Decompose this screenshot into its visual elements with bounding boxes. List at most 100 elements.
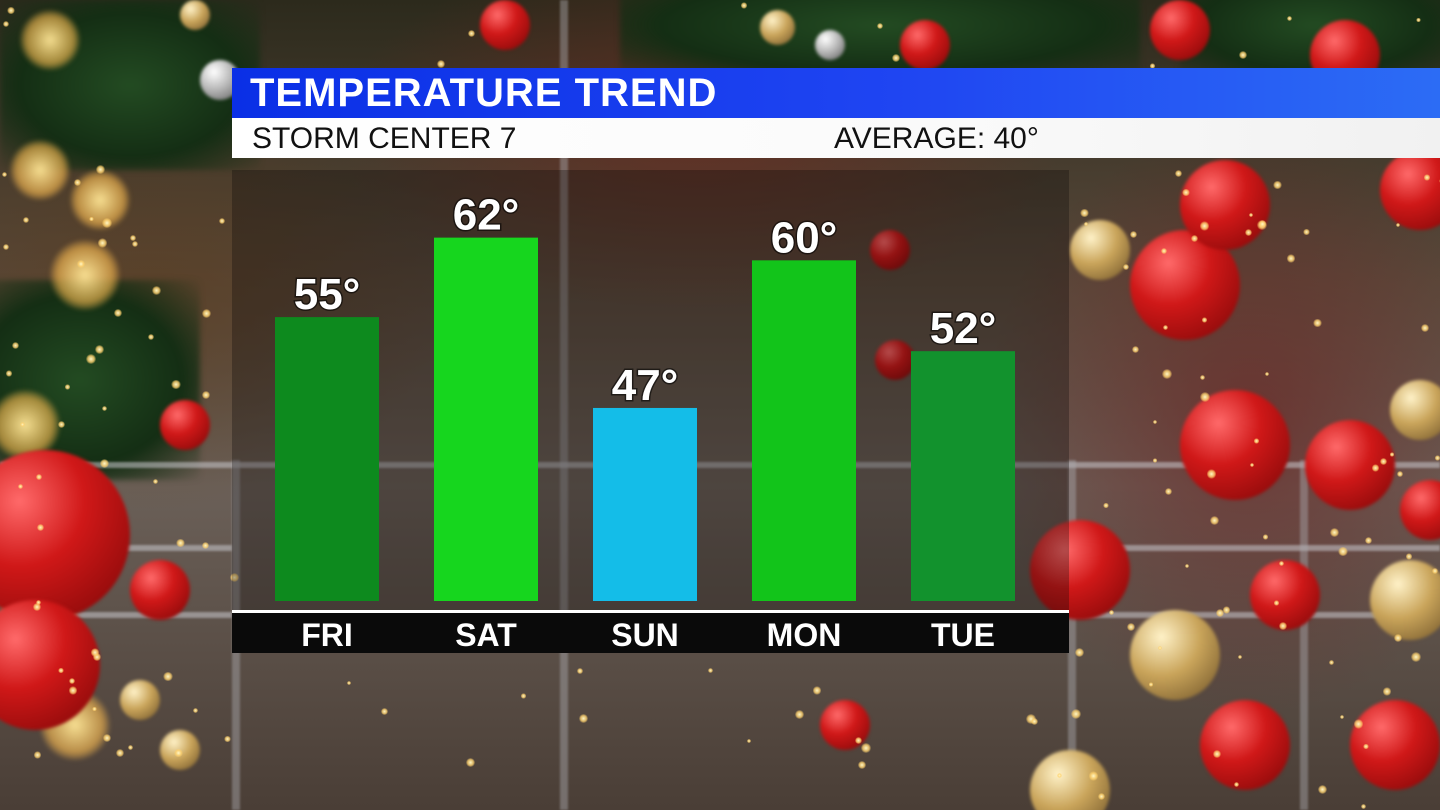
value-label-mon: 60° (771, 213, 838, 262)
sparkle-light (1150, 63, 1156, 69)
chart-title: TEMPERATURE TREND (250, 71, 718, 115)
sparkle-light (17, 484, 24, 490)
sparkle-light (1127, 622, 1136, 631)
sparkle-light (131, 240, 138, 247)
sparkle-light (1080, 208, 1089, 218)
railing (1070, 612, 1440, 618)
sparkle-light (520, 693, 527, 699)
sparkle-light (174, 749, 183, 758)
sparkle-light (130, 235, 136, 241)
sparkle-light (5, 370, 12, 377)
sparkle-light (746, 738, 752, 744)
sparkle-light (102, 218, 113, 229)
bar-fri (275, 317, 379, 601)
sparkle-light (1148, 681, 1154, 687)
sparkle-light (7, 6, 16, 15)
sparkle-light (1330, 527, 1340, 537)
sparkle-light (115, 749, 124, 758)
sparkle-light (90, 647, 100, 657)
railing (0, 462, 1440, 468)
sparkle-light (36, 524, 44, 532)
sparkle-light (1393, 634, 1402, 643)
sparkle-light (861, 743, 871, 753)
sparkle-light (224, 735, 231, 743)
sparkle-light (1286, 15, 1292, 21)
sparkle-light (437, 60, 446, 69)
sparkle-light (708, 668, 714, 674)
sparkle-light (1152, 458, 1158, 463)
station-name: STORM CENTER 7 (252, 122, 517, 155)
sparkle-light (1200, 391, 1211, 402)
sparkle-light (192, 708, 198, 713)
sparkle-light (1329, 660, 1334, 665)
sparkle-light (1250, 463, 1255, 468)
sparkle-light (1200, 375, 1206, 381)
sparkle-light (1382, 687, 1392, 697)
sparkle-light (1353, 719, 1364, 730)
red-ornament (1250, 560, 1320, 630)
sparkle-light (89, 216, 94, 222)
bar-sat (434, 237, 538, 601)
sparkle-light (795, 710, 804, 719)
sparkle-light (23, 217, 29, 224)
red-ornament (1380, 150, 1440, 230)
red-ornament (900, 20, 950, 70)
gold-ornament (120, 680, 160, 720)
sparkle-light (1372, 464, 1380, 472)
sparkle-light (1245, 229, 1253, 237)
sparkle-light (1421, 323, 1430, 332)
sparkle-light (1318, 784, 1328, 795)
sparkle-light (1182, 188, 1191, 197)
gold-ornament (760, 10, 795, 45)
sparkle-light (1, 171, 7, 177)
chart-baseline (232, 610, 1069, 613)
sparkle-light (85, 354, 96, 364)
sparkle-light (577, 668, 583, 674)
red-ornament (1150, 0, 1210, 60)
sparkle-light (1088, 771, 1099, 781)
sparkle-light (1361, 804, 1367, 810)
sparkle-light (1416, 17, 1421, 23)
title-bar: TEMPERATURE TREND (232, 68, 1440, 118)
day-label-sat: SAT (455, 617, 517, 653)
red-ornament (0, 600, 100, 730)
sparkle-light (1380, 458, 1387, 466)
sparkle-light (1263, 534, 1269, 540)
sparkle-light (381, 708, 388, 715)
bar-sun (593, 407, 697, 601)
day-label-tue: TUE (931, 617, 995, 653)
sparkle-light (2, 21, 9, 28)
sparkle-light (1423, 174, 1431, 181)
sparkle-light (58, 667, 64, 674)
sparkle-light (1026, 714, 1037, 724)
sparkle-light (1253, 438, 1260, 444)
sparkle-light (103, 733, 112, 742)
sparkle-light (171, 379, 181, 390)
sparkle-light (1248, 212, 1254, 218)
sparkle-light (36, 473, 43, 480)
sparkle-light (97, 238, 108, 248)
sparkle-light (1434, 455, 1440, 461)
sparkle-light (114, 309, 122, 318)
sparkle-light (812, 686, 822, 695)
sparkle-light (1215, 608, 1225, 618)
sparkle-light (1286, 254, 1295, 263)
railing-post (560, 0, 568, 810)
red-ornament (160, 400, 210, 450)
railing-post (1300, 460, 1308, 810)
sparkle-light (1123, 264, 1130, 271)
sparkle-light (1206, 468, 1217, 479)
sparkle-light (1432, 568, 1438, 574)
sparkle-light (64, 384, 71, 390)
red-ornament (1030, 520, 1130, 620)
gold-ornament (1390, 380, 1440, 440)
sparkle-light (1364, 536, 1373, 545)
sparkle-light (1056, 772, 1063, 779)
sparkle-light (1395, 223, 1401, 228)
sparkle-light (1097, 792, 1106, 800)
sparkle-light (1199, 220, 1210, 231)
sparkle-light (1337, 546, 1348, 557)
silver-ornament (815, 30, 845, 60)
value-label-tue: 52° (930, 304, 997, 353)
day-label-sun: SUN (611, 617, 679, 653)
